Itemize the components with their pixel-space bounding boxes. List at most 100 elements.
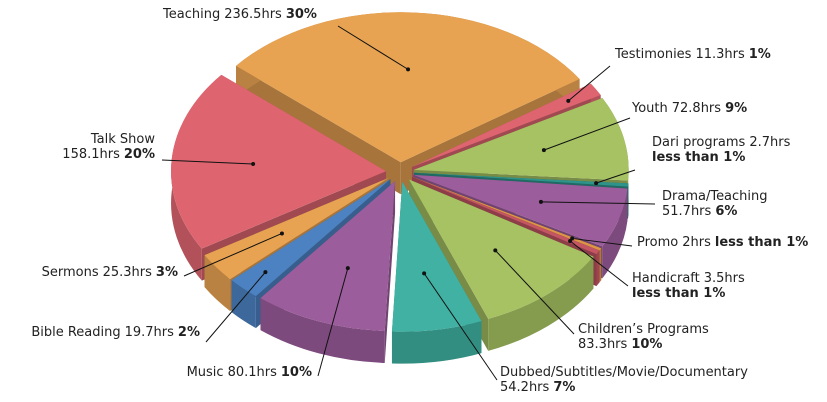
label-part: 3.5hrs: [704, 271, 745, 286]
leader-dot: [251, 161, 256, 166]
slice: [204, 177, 389, 279]
label-part: Teaching: [162, 7, 220, 22]
label-part: 11.3hrs: [695, 47, 745, 62]
slice-side: [596, 250, 600, 287]
leader-line: [543, 117, 631, 151]
label-part: less than 1%: [715, 235, 808, 250]
slice-label: Youth 72.8hrs 9%: [631, 101, 747, 116]
slice: [231, 179, 391, 297]
leader-line: [572, 237, 633, 247]
slice: [260, 181, 396, 331]
slice: [236, 12, 580, 163]
label-part: Testimonies: [614, 47, 692, 62]
label-part: less than 1%: [652, 150, 745, 165]
label-part: 19.7hrs: [125, 325, 175, 340]
label-part: Drama/Teaching: [662, 189, 768, 204]
leader-dot: [345, 266, 350, 271]
label-part: 10%: [281, 365, 312, 380]
label-part: 2hrs: [682, 235, 711, 250]
slice-side: [599, 248, 602, 283]
slice: [413, 172, 629, 187]
slice-side: [204, 255, 231, 311]
label-part: 51.7hrs: [662, 204, 712, 219]
leader-dot: [263, 270, 268, 275]
slice-label: Dubbed/Subtitles/Movie/Documentary 54.2hr…: [500, 365, 748, 395]
label-part: 2%: [178, 325, 200, 340]
label-part: 3%: [156, 265, 178, 280]
label-part: 2.7hrs: [749, 135, 790, 150]
leader-line: [569, 240, 629, 287]
label-part: Talk Show: [90, 132, 155, 147]
label-part: Sermons: [42, 265, 99, 280]
label-part: 1%: [749, 47, 771, 62]
slice-label: Testimonies 11.3hrs 1%: [614, 47, 771, 62]
label-part: 20%: [124, 147, 155, 162]
slice-side: [384, 181, 396, 363]
leader-dot: [594, 181, 599, 186]
slice-label: Talk Show 158.1hrs 20%: [62, 132, 155, 162]
label-part: Bible Reading: [31, 325, 120, 340]
slice-label: Bible Reading 19.7hrs 2%: [31, 325, 200, 340]
label-part: 25.3hrs: [103, 265, 153, 280]
slice-side: [260, 298, 385, 363]
label-part: Dari programs: [652, 135, 746, 150]
slice-label: Sermons 25.3hrs 3%: [42, 265, 178, 280]
label-part: Dubbed/Subtitles/Movie/Documentary: [500, 365, 748, 380]
leader-dot: [406, 67, 411, 72]
leader-line: [317, 267, 349, 377]
label-part: Music: [187, 365, 224, 380]
leader-line: [161, 159, 254, 165]
leader-line: [494, 250, 575, 335]
label-part: 72.8hrs: [672, 101, 722, 116]
label-part: 80.1hrs: [228, 365, 278, 380]
label-part: 158.1hrs: [62, 147, 120, 162]
leader-line: [423, 273, 498, 381]
label-part: 7%: [553, 380, 575, 395]
slice-label: Promo 2hrs less than 1%: [637, 235, 808, 250]
slice-side: [488, 256, 594, 351]
leader-dot: [568, 239, 573, 244]
slice: [412, 176, 600, 255]
slice: [412, 176, 602, 251]
slice: [409, 179, 594, 319]
slice: [413, 174, 628, 247]
label-part: Youth: [631, 101, 668, 116]
label-part: 9%: [725, 101, 747, 116]
slice-label: Teaching 236.5hrs 30%: [162, 7, 317, 22]
label-part: 83.3hrs: [578, 337, 628, 352]
leader-line: [567, 65, 611, 102]
leader-line: [205, 271, 266, 343]
leader-dot: [422, 271, 427, 276]
label-part: 6%: [715, 204, 737, 219]
slice-label: Children’s Programs 83.3hrs 10%: [578, 322, 709, 352]
label-part: 30%: [286, 7, 317, 22]
slice-label: Music 80.1hrs 10%: [187, 365, 312, 380]
leader-dot: [566, 98, 571, 103]
slice-side: [231, 280, 256, 329]
label-part: Promo: [637, 235, 678, 250]
leader-line: [337, 25, 409, 70]
slice: [171, 74, 387, 249]
slice-label: Dari programs 2.7hrs less than 1%: [652, 135, 791, 165]
slice-side: [391, 321, 482, 364]
label-part: less than 1%: [632, 286, 725, 301]
slice-side: [602, 188, 628, 279]
leader-line: [183, 232, 283, 277]
slice-label: Handicraft 3.5hrs less than 1%: [632, 271, 745, 301]
slice: [413, 97, 629, 181]
leader-line: [540, 201, 656, 205]
label-part: 236.5hrs: [224, 7, 282, 22]
leader-line: [595, 169, 636, 184]
leader-dot: [493, 248, 498, 253]
label-part: 54.2hrs: [500, 380, 550, 395]
slice: [391, 181, 482, 332]
label-part: Handicraft: [632, 271, 700, 286]
slice: [411, 83, 601, 167]
leader-dot: [279, 231, 284, 236]
leader-dot: [538, 199, 543, 204]
leader-dot: [541, 148, 546, 153]
slice-label: Drama/Teaching 51.7hrs 6%: [662, 189, 768, 219]
label-part: Children’s Programs: [578, 322, 709, 337]
label-part: 10%: [631, 337, 662, 352]
